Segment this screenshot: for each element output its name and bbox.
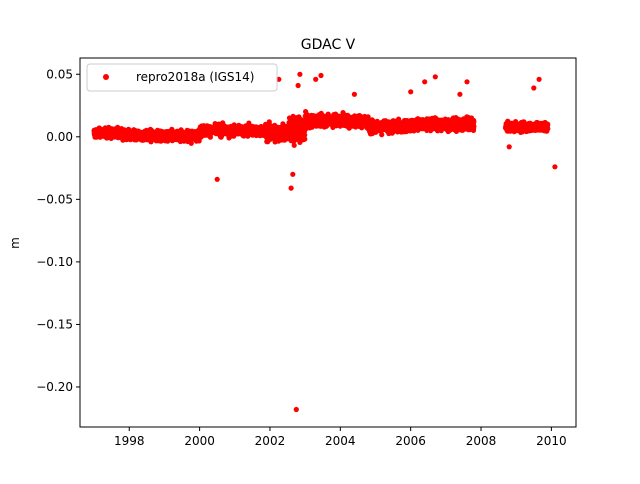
data-point-outlier	[432, 74, 438, 80]
data-point	[545, 126, 551, 132]
data-point-outlier	[288, 185, 294, 191]
x-tick-label: 1998	[114, 434, 145, 448]
y-tick-label: 0.05	[46, 67, 73, 81]
x-tick-label: 2002	[255, 434, 286, 448]
data-point-outlier	[293, 406, 299, 413]
data-point-outlier	[536, 76, 542, 82]
data-point	[246, 120, 252, 126]
data-point-outlier	[408, 89, 414, 95]
data-point	[291, 142, 297, 148]
legend-label: repro2018a (IGS14)	[136, 70, 254, 84]
x-tick-label: 2010	[536, 434, 567, 448]
x-tick-label: 2006	[395, 434, 426, 448]
x-tick-label: 2004	[325, 434, 356, 448]
data-point-outlier	[297, 71, 303, 77]
data-point-outlier	[457, 91, 463, 97]
data-point-outlier	[552, 164, 558, 170]
data-point-outlier	[506, 144, 512, 150]
y-tick-label: −0.05	[36, 192, 73, 206]
legend: repro2018a (IGS14)	[86, 63, 278, 92]
x-tick-label: 2000	[184, 434, 215, 448]
data-point-outlier	[531, 85, 537, 91]
data-point	[379, 132, 385, 138]
data-point-outlier	[351, 91, 357, 97]
y-tick-label: −0.10	[36, 255, 73, 269]
data-point-outlier	[290, 171, 296, 177]
data-point-outlier	[295, 82, 301, 89]
data-point-outlier	[318, 72, 324, 79]
data-point-outlier	[313, 76, 319, 82]
data-point	[188, 140, 194, 146]
data-point-outlier	[214, 176, 220, 182]
y-axis-label: m	[8, 237, 22, 249]
y-tick-label: 0.00	[46, 130, 73, 144]
legend-marker	[103, 74, 109, 80]
points-layer	[91, 71, 558, 413]
data-point	[302, 132, 308, 138]
data-point-outlier	[464, 79, 470, 85]
data-point	[471, 123, 477, 129]
x-tick-label: 2008	[466, 434, 497, 448]
y-tick-label: −0.15	[36, 317, 73, 331]
data-point-outlier	[422, 79, 428, 85]
y-tick-label: −0.20	[36, 380, 73, 394]
data-point	[302, 136, 308, 142]
chart-title: GDAC V	[301, 37, 356, 53]
